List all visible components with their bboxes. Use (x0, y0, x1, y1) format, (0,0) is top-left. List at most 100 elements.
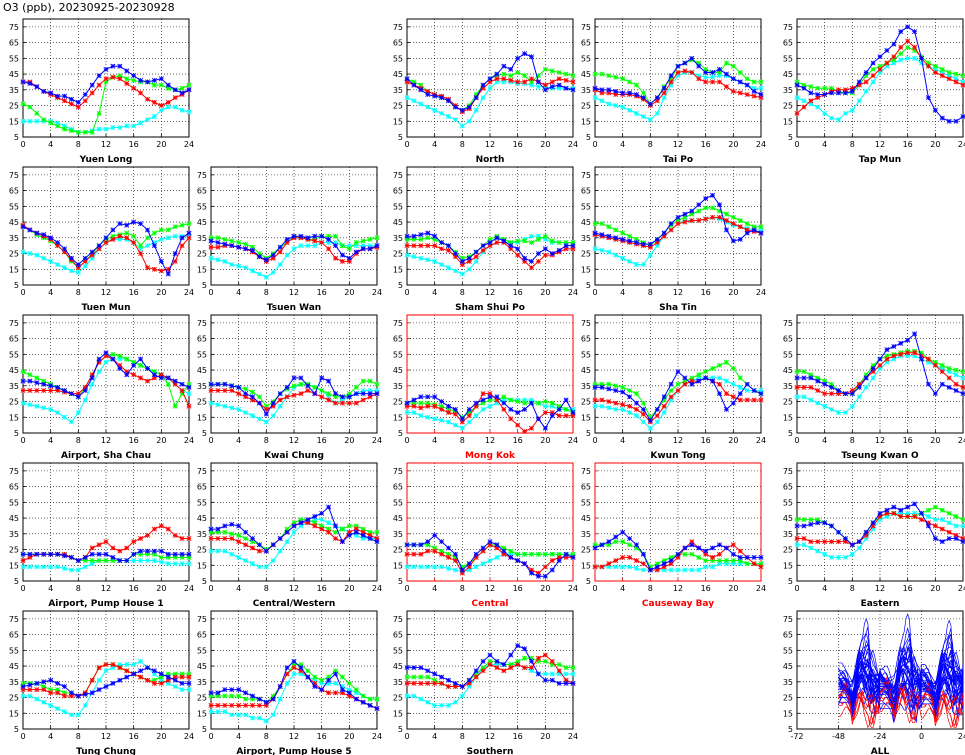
data-point (20, 378, 26, 384)
data-point (305, 235, 311, 241)
data-point (856, 384, 862, 390)
data-point (256, 394, 262, 400)
data-point (374, 391, 380, 397)
y-tick-label: 45 (393, 366, 403, 375)
x-tick-label: 20 (156, 140, 166, 149)
data-point (480, 561, 486, 567)
y-tick-label: 65 (783, 631, 793, 640)
data-point (138, 120, 144, 126)
data-point (542, 66, 548, 72)
data-point (459, 271, 465, 277)
data-point (41, 232, 47, 238)
x-tick-label: 24 (184, 288, 194, 297)
data-point (898, 57, 904, 63)
data-point (716, 214, 723, 220)
data-point (696, 217, 702, 224)
data-point (172, 233, 178, 239)
y-tick-label: 25 (9, 250, 19, 259)
data-point (346, 391, 352, 397)
y-tick-label: 35 (393, 86, 403, 95)
data-point (661, 230, 667, 236)
data-point (932, 536, 938, 542)
data-point (75, 391, 81, 397)
data-point (82, 384, 88, 390)
data-point (103, 350, 109, 356)
data-point (877, 362, 883, 368)
data-point (627, 258, 633, 264)
x-tick-label: 4 (822, 436, 827, 445)
data-point (640, 406, 646, 412)
data-point (515, 246, 521, 252)
data-point (877, 513, 883, 520)
data-point (55, 120, 61, 126)
data-point (339, 243, 345, 249)
data-point (61, 553, 68, 559)
x-tick-label: 16 (513, 288, 523, 297)
data-point (360, 397, 366, 403)
data-point (445, 545, 452, 551)
data-point (425, 243, 431, 249)
data-point (808, 90, 814, 96)
x-tick-label: 0 (794, 140, 799, 149)
data-point (61, 93, 68, 99)
data-point (856, 545, 862, 551)
x-tick-label: 4 (48, 732, 53, 741)
data-point (61, 709, 68, 715)
data-point (208, 235, 214, 241)
data-point (151, 369, 157, 375)
data-point (870, 375, 876, 381)
data-point (360, 693, 366, 699)
data-point (730, 88, 736, 94)
x-tick-label: 16 (701, 436, 711, 445)
data-point (891, 353, 897, 359)
data-point (243, 246, 249, 252)
data-point (570, 551, 576, 557)
data-point (48, 383, 54, 389)
data-point (570, 554, 576, 560)
data-point (501, 63, 507, 69)
data-point (89, 82, 95, 88)
data-point (835, 90, 842, 96)
y-tick-label: 65 (783, 39, 793, 48)
data-point (172, 532, 178, 538)
data-point (82, 691, 88, 697)
y-tick-label: 65 (9, 39, 19, 48)
data-point (494, 661, 500, 668)
data-point (432, 545, 438, 551)
data-point (620, 564, 626, 570)
data-point (305, 520, 311, 526)
data-point (480, 82, 486, 88)
y-tick-label: 25 (393, 398, 403, 407)
data-point (411, 400, 417, 406)
y-tick-label: 25 (9, 398, 19, 407)
data-point (418, 665, 424, 671)
data-point (61, 246, 68, 252)
data-point (703, 205, 709, 211)
data-point (808, 372, 814, 378)
data-point (808, 98, 814, 104)
data-point (912, 29, 918, 35)
data-point (186, 381, 192, 387)
data-point (870, 520, 876, 526)
data-point (556, 247, 562, 253)
data-point (229, 383, 235, 389)
data-point (124, 674, 130, 680)
all-series-line (838, 649, 964, 689)
data-point (165, 381, 171, 387)
data-point (633, 406, 640, 412)
y-tick-label: 25 (197, 546, 207, 555)
station-panel: 51525354555657504812162024Tap Mun (783, 18, 965, 165)
data-point (758, 554, 764, 560)
data-point (404, 243, 410, 249)
data-point (96, 542, 102, 548)
data-point (522, 561, 528, 567)
x-tick-label: 8 (460, 288, 465, 297)
data-point (912, 501, 918, 507)
data-point (939, 115, 945, 121)
data-point (89, 545, 95, 551)
x-tick-label: 12 (485, 584, 495, 593)
data-point (563, 240, 569, 246)
data-point (744, 388, 750, 394)
data-point (570, 680, 576, 686)
